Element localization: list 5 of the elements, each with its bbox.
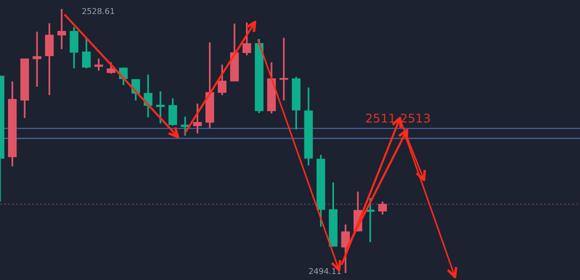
annotation: 2511-2513 [365,112,431,126]
candlestick [32,32,42,87]
candlestick [193,104,202,134]
candlestick [156,91,165,124]
annotation: 2528.61 [82,7,115,16]
